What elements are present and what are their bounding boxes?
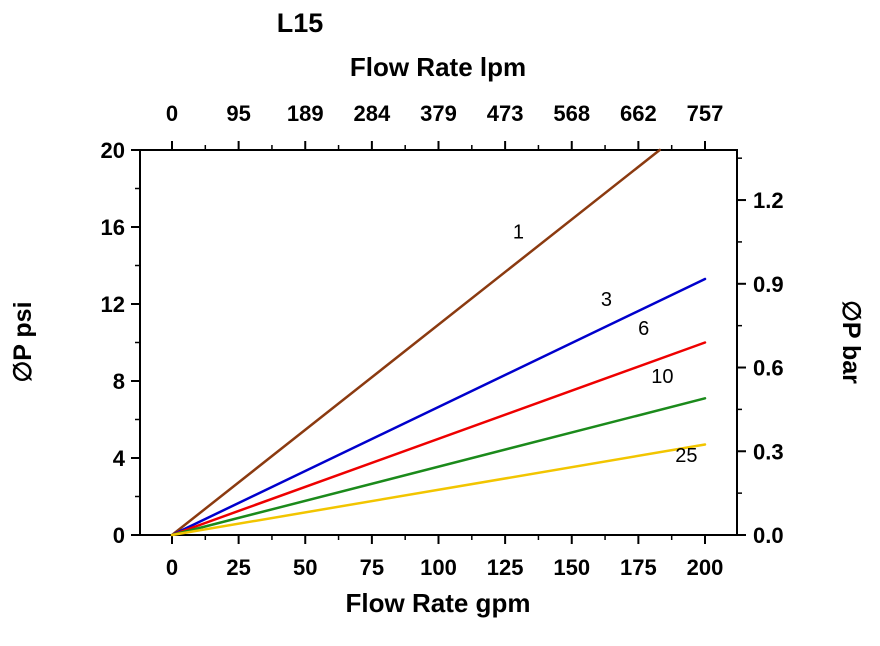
bottom-tick-label: 25 — [226, 555, 250, 580]
series-label-25: 25 — [675, 445, 697, 467]
left-tick-label: 16 — [101, 215, 125, 240]
right-tick-label: 0.6 — [753, 356, 784, 381]
top-tick-label: 757 — [687, 101, 724, 126]
bottom-tick-label: 50 — [293, 555, 317, 580]
top-tick-label: 568 — [553, 101, 590, 126]
top-tick-label: 189 — [287, 101, 324, 126]
left-tick-label: 4 — [113, 446, 126, 471]
bottom-tick-label: 0 — [166, 555, 178, 580]
right-tick-label: 1.2 — [753, 188, 784, 213]
series-line-3 — [170, 277, 707, 537]
right-tick-label: 0.3 — [753, 439, 784, 464]
bottom-tick-label: 150 — [553, 555, 590, 580]
top-tick-label: 95 — [226, 101, 250, 126]
left-tick-label: 20 — [101, 138, 125, 163]
left-tick-label: 12 — [101, 292, 125, 317]
right-tick-label: 0.0 — [753, 523, 784, 548]
series-line-10 — [170, 397, 707, 537]
series-line-1 — [170, 148, 661, 537]
bottom-axis-title: Flow Rate gpm — [345, 588, 531, 618]
top-tick-label: 473 — [487, 101, 524, 126]
left-tick-label: 0 — [113, 523, 125, 548]
plot-frame — [139, 149, 738, 536]
series-line-25 — [170, 443, 707, 537]
top-axis-title: Flow Rate lpm — [349, 52, 527, 82]
top-tick-label: 0 — [166, 101, 178, 126]
series-line-6 — [170, 341, 707, 537]
bottom-tick-label: 125 — [487, 555, 524, 580]
series-label-3: 3 — [601, 289, 612, 311]
bottom-tick-label: 175 — [620, 555, 657, 580]
top-tick-label: 284 — [354, 101, 391, 126]
top-tick-label: 379 — [420, 101, 457, 126]
chart-title: L15 — [276, 8, 324, 38]
right-tick-label: 0.9 — [753, 272, 784, 297]
series-label-1: 1 — [513, 222, 524, 244]
left-tick-label: 8 — [113, 369, 125, 394]
bottom-tick-label: 75 — [360, 555, 384, 580]
bottom-tick-label: 200 — [687, 555, 724, 580]
bottom-tick-label: 100 — [420, 555, 457, 580]
series-label-10: 10 — [651, 366, 673, 388]
series-label-6: 6 — [638, 318, 649, 340]
top-tick-label: 662 — [620, 101, 657, 126]
